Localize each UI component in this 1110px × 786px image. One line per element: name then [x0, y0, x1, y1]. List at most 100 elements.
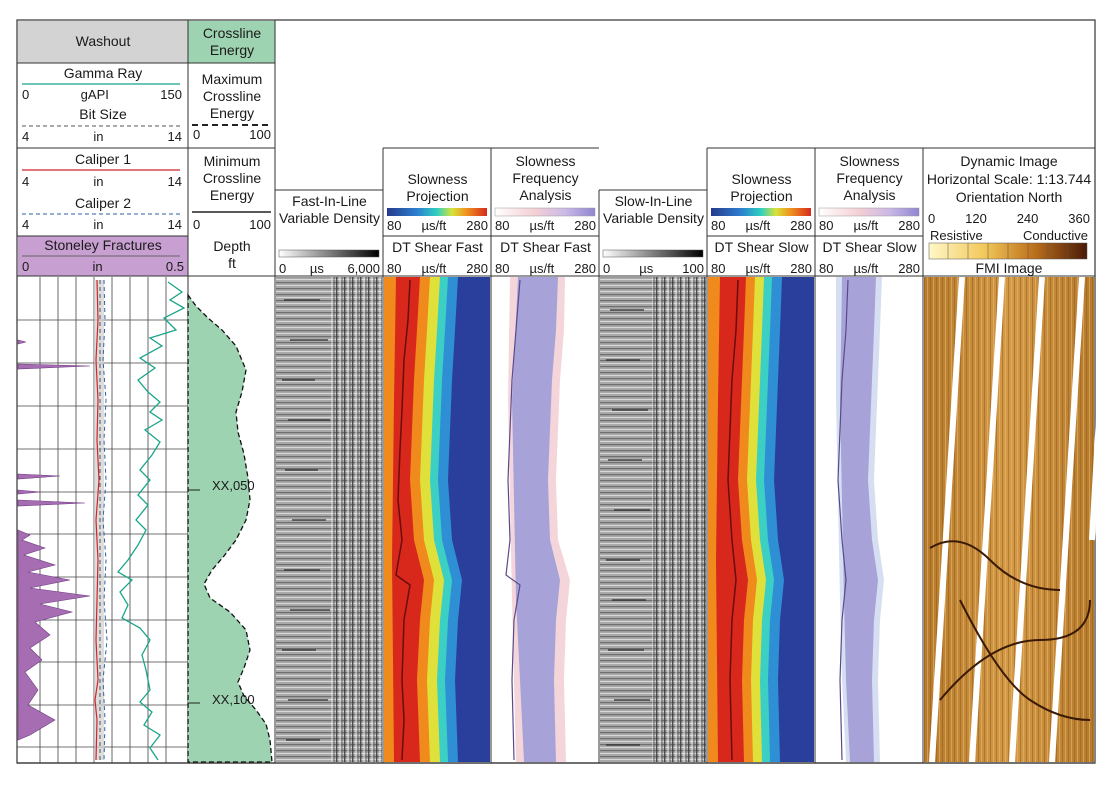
- svd-min: 0: [603, 261, 611, 276]
- fmi-title: Dynamic Image: [960, 153, 1058, 169]
- sfa-slow-sub: DT Shear Slow: [822, 239, 917, 255]
- spf-min2: 80: [387, 261, 402, 276]
- fmi-scale-text: Horizontal Scale: 1:13.744: [926, 171, 1092, 187]
- depth-title: Depth: [213, 238, 251, 254]
- gamma-ray-curve: [117, 281, 186, 761]
- sfs-unit: µs/ft: [853, 218, 879, 233]
- fmi-resistive-label: Resistive: [930, 228, 983, 243]
- sp-slow-scale-2: 80 µs/ft 280: [711, 261, 812, 276]
- fmi-orientation: Orientation North: [955, 189, 1063, 205]
- spf-max2: 280: [466, 261, 488, 276]
- sp-fast-scale-2: 80 µs/ft 280: [387, 261, 488, 276]
- bit-size-title: Bit Size: [79, 106, 127, 122]
- sp-slow-scale: 80 µs/ft 280: [711, 218, 812, 233]
- sfs-min2: 80: [819, 261, 834, 276]
- sps-max: 280: [790, 218, 812, 233]
- gamma-ray-title: Gamma Ray: [63, 65, 143, 81]
- crossline-energy-fill: [187, 293, 273, 763]
- sps-min2: 80: [711, 261, 726, 276]
- minx-max: 100: [249, 217, 271, 232]
- fmi-legend-labels: Resistive Conductive: [930, 228, 1088, 243]
- sp-fast-scale: 80 µs/ft 280: [387, 218, 488, 233]
- caliper2-scale: 4 in 14: [22, 217, 182, 232]
- sfs-unit2: µs/ft: [853, 261, 879, 276]
- maxx-min: 0: [193, 127, 201, 142]
- crossline-header-bg: [188, 21, 275, 63]
- max-crossline-title: Maximum Crossline Energy: [201, 71, 263, 121]
- stoneley-scale: 0 in 0.5: [22, 259, 184, 274]
- svd-max: 100: [682, 261, 704, 276]
- depth-unit: ft: [228, 255, 236, 271]
- minx-min: 0: [193, 217, 201, 232]
- depth-label-2: XX,100: [212, 692, 255, 707]
- maxx-max: 100: [249, 127, 271, 142]
- fast-vd-scale: 0 µs 6,000: [279, 261, 380, 276]
- stoneley-max: 0.5: [165, 259, 184, 274]
- sff-max2: 280: [574, 261, 596, 276]
- fmi-conductive-label: Conductive: [1022, 228, 1088, 243]
- crossline-title: Crossline Energy: [202, 25, 262, 58]
- cal2-max: 14: [167, 217, 182, 232]
- sp-slow-sub: DT Shear Slow: [714, 239, 809, 255]
- fmi-sub: FMI Image: [975, 260, 1043, 276]
- caliper1-scale: 4 in 14: [22, 174, 182, 189]
- track1-grid: [17, 277, 188, 763]
- sfa-fast-image: [492, 277, 598, 762]
- bit-min: 4: [22, 129, 30, 144]
- caliper2-title: Caliper 2: [74, 195, 132, 211]
- stoneley-min: 0: [22, 259, 30, 274]
- sps-max2: 280: [790, 261, 812, 276]
- spf-min: 80: [387, 218, 402, 233]
- sfs-min: 80: [819, 218, 834, 233]
- bit-unit: in: [93, 129, 104, 144]
- sff-unit: µs/ft: [529, 218, 555, 233]
- fmi-image: [924, 276, 1103, 763]
- slowness-projection-slow-image: [708, 277, 814, 762]
- spf-unit: µs/ft: [421, 218, 447, 233]
- washout-header-bg: [18, 21, 188, 63]
- sps-unit2: µs/ft: [745, 261, 771, 276]
- fast-vd-title: Fast-In-Line Variable Density: [279, 193, 380, 226]
- bit-max: 14: [167, 129, 182, 144]
- sfa-fast-scale-2: 80 µs/ft 280: [495, 261, 596, 276]
- sff-min2: 80: [495, 261, 510, 276]
- sff-max: 280: [574, 218, 596, 233]
- sfa-slow-title: Slowness Frequency Analysis: [836, 153, 903, 203]
- fmi-tick-1: 120: [965, 211, 987, 226]
- fmi-ticks: 0 120 240 360: [928, 211, 1090, 226]
- fmi-tick-3: 360: [1068, 211, 1090, 226]
- gamma-min: 0: [22, 87, 30, 102]
- svd-unit: µs: [639, 261, 654, 276]
- sfa-slow-image: [816, 277, 922, 762]
- min-crossline-title: Minimum Crossline Energy: [202, 153, 262, 203]
- sff-unit2: µs/ft: [529, 261, 555, 276]
- sff-min: 80: [495, 218, 510, 233]
- slow-vd-scale: 0 µs 100: [603, 261, 704, 276]
- stoneley-title: Stoneley Fractures: [44, 237, 162, 253]
- slow-vd-title: Slow-In-Line Variable Density: [603, 193, 704, 226]
- min-crossline-scale: 0 100: [193, 217, 271, 232]
- sfa-slow-scale-2: 80 µs/ft 280: [819, 261, 920, 276]
- spf-unit2: µs/ft: [421, 261, 447, 276]
- fvd-unit: µs: [309, 261, 324, 276]
- stoneley-unit: in: [92, 259, 103, 274]
- gamma-max: 150: [160, 87, 182, 102]
- sp-slow-title: Slowness Projection: [730, 171, 793, 204]
- sfa-fast-scale: 80 µs/ft 280: [495, 218, 596, 233]
- caliper1-title: Caliper 1: [74, 151, 132, 167]
- stoneley-fractures: [17, 339, 91, 741]
- gamma-ray-scale: 0 gAPI 150: [22, 87, 182, 102]
- cal2-min: 4: [22, 217, 30, 232]
- gamma-unit: gAPI: [80, 87, 109, 102]
- cal1-unit: in: [93, 174, 104, 189]
- fvd-min: 0: [279, 261, 287, 276]
- sfa-fast-sub: DT Shear Fast: [500, 239, 591, 255]
- cal2-unit: in: [93, 217, 104, 232]
- bit-size-scale: 4 in 14: [22, 129, 182, 144]
- cal1-min: 4: [22, 174, 30, 189]
- washout-title: Washout: [75, 33, 131, 49]
- fmi-tick-2: 240: [1016, 211, 1039, 226]
- fmi-tick-0: 0: [928, 211, 936, 226]
- sps-unit: µs/ft: [745, 218, 771, 233]
